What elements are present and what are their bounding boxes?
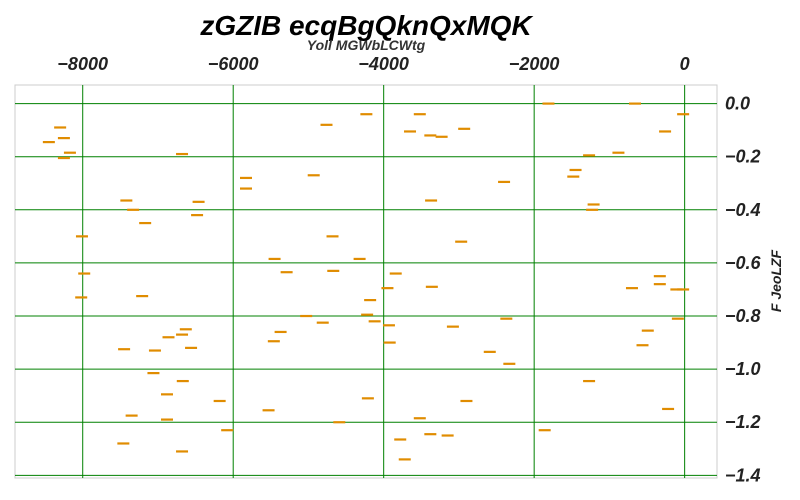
y-tick-labels: 0.0 −0.2 −0.4 −0.6 −0.8 −1.0 −1.2 −1.4 bbox=[725, 94, 762, 486]
x-tick-label: −6000 bbox=[208, 54, 259, 74]
x-tick-label: −4000 bbox=[358, 54, 409, 74]
y-tick-label: −1.4 bbox=[725, 465, 761, 485]
y-tick-label: −0.4 bbox=[725, 200, 761, 220]
plot-area bbox=[14, 84, 718, 479]
y-tick-label: −0.6 bbox=[725, 253, 762, 273]
chart-title: zGZIB ecqBgQknQxMQK bbox=[200, 10, 532, 41]
x-tick-label: 0 bbox=[680, 54, 690, 74]
y-tick-label: 0.0 bbox=[725, 94, 750, 114]
x-tick-label: −2000 bbox=[509, 54, 560, 74]
data-points bbox=[42, 102, 690, 461]
y-tick-label: −0.2 bbox=[725, 147, 761, 167]
grid-lines bbox=[15, 85, 717, 478]
x-axis-label: Yoll MGWbLCWtg bbox=[306, 37, 426, 53]
y-axis-label: F JeoLZF bbox=[768, 249, 784, 312]
y-tick-label: −0.8 bbox=[725, 306, 761, 326]
y-tick-label: −1.2 bbox=[725, 412, 761, 432]
x-tick-label: −8000 bbox=[57, 54, 108, 74]
x-tick-labels: −8000 −6000 −4000 −2000 0 bbox=[57, 54, 689, 74]
y-tick-label: −1.0 bbox=[725, 359, 761, 379]
